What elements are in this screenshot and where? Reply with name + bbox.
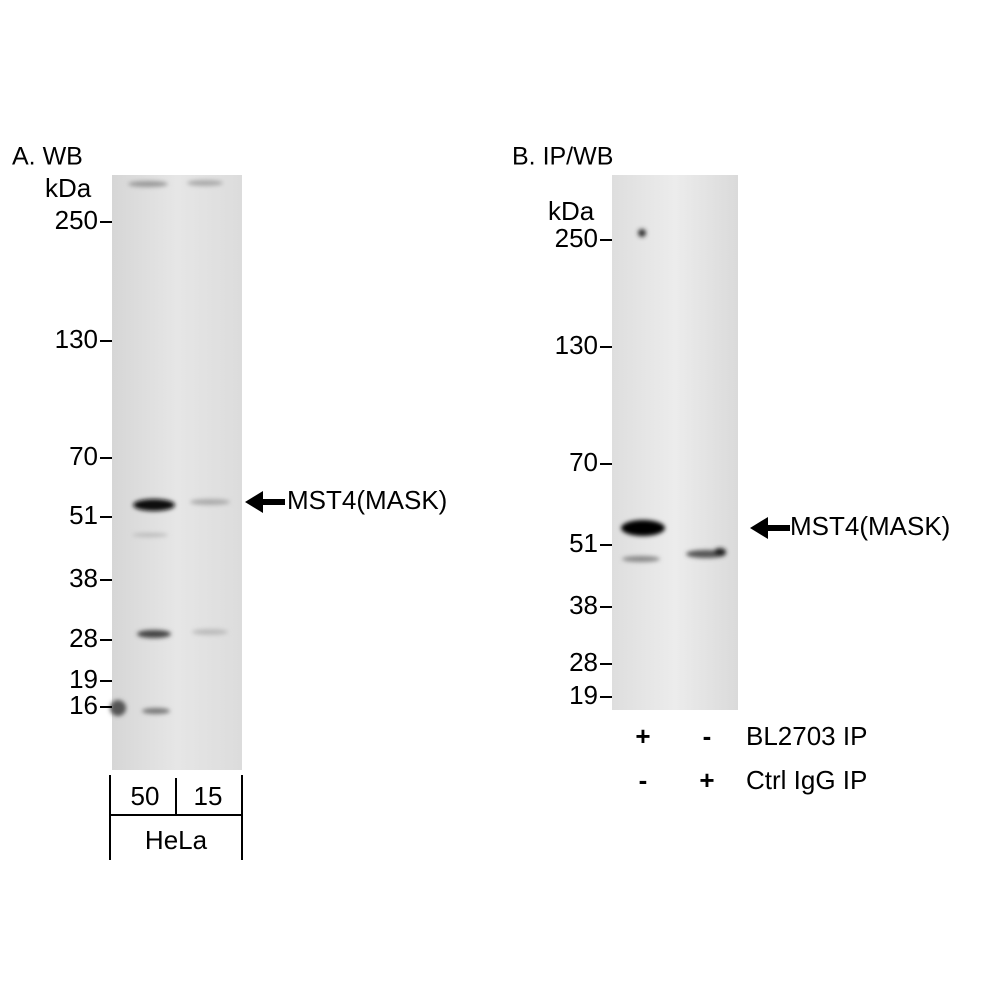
arrow bbox=[245, 491, 285, 513]
unit-label: kDa bbox=[548, 196, 595, 226]
target-label: MST4(MASK) bbox=[790, 511, 950, 541]
lane-label: 15 bbox=[194, 781, 223, 811]
panel-title: A. WB bbox=[12, 143, 83, 171]
lane-sign: + bbox=[699, 765, 714, 795]
marker-label: 38 bbox=[69, 563, 98, 593]
panel-title: B. IP/WB bbox=[512, 143, 613, 171]
marker-label: 16 bbox=[69, 690, 98, 720]
marker-label: 130 bbox=[555, 330, 598, 360]
marker-label: 70 bbox=[569, 447, 598, 477]
marker-label: 28 bbox=[69, 623, 98, 653]
target-label: MST4(MASK) bbox=[287, 485, 447, 515]
marker-label: 38 bbox=[569, 590, 598, 620]
lane-sign: - bbox=[703, 721, 712, 751]
marker-label: 130 bbox=[55, 324, 98, 354]
marker-label: 250 bbox=[55, 205, 98, 235]
row-label: BL2703 IP bbox=[746, 721, 867, 751]
blot-b bbox=[612, 175, 738, 710]
sample-label: HeLa bbox=[145, 825, 208, 855]
lane-label: 50 bbox=[131, 781, 160, 811]
marker-label: 51 bbox=[569, 528, 598, 558]
marker-label: 28 bbox=[569, 647, 598, 677]
row-label: Ctrl IgG IP bbox=[746, 765, 867, 795]
lane-sign: - bbox=[639, 765, 648, 795]
marker-label: 19 bbox=[69, 664, 98, 694]
marker-label: 19 bbox=[569, 680, 598, 710]
bands-a bbox=[110, 180, 230, 716]
marker-label: 51 bbox=[69, 500, 98, 530]
unit-label: kDa bbox=[45, 173, 92, 203]
arrow bbox=[750, 517, 790, 539]
marker-label: 250 bbox=[555, 223, 598, 253]
lane-sign: + bbox=[635, 721, 650, 751]
marker-label: 70 bbox=[69, 441, 98, 471]
bands-b bbox=[621, 229, 726, 562]
blot-a bbox=[112, 175, 242, 770]
